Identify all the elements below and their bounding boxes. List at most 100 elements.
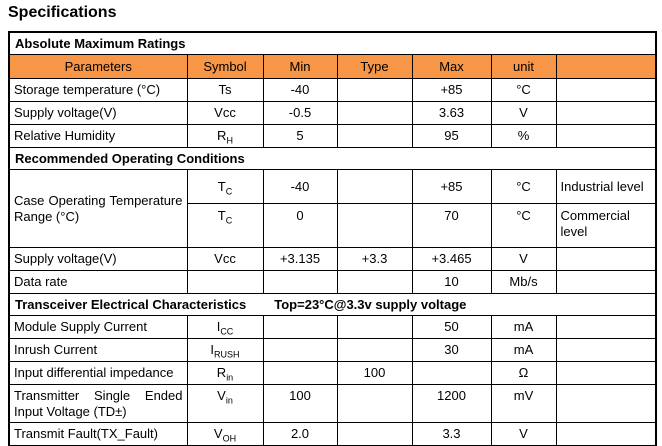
section-row-transceiver-electrical-characteristics: Transceiver Electrical Characteristics T… [8,293,657,316]
cell-parameter: Transmit Fault(TX_Fault) [8,422,188,446]
symbol-subscript: in [225,395,233,406]
cell-unit: mA [490,338,557,362]
cell-note: Industrial level [555,169,657,204]
cell-symbol: Vin [186,384,264,423]
cell-parameter: Data rate [8,270,188,294]
cell-unit: mV [490,384,557,423]
cell-min [262,361,338,385]
cell-parameter: Supply voltage(V) [8,247,188,271]
table-row-supply-voltage-rec: Supply voltage(V) Vcc +3.135 +3.3 +3.465… [8,247,657,271]
page-title: Specifications [8,4,117,21]
table-row-module-supply-current: Module Supply Current ICC 50 mA [8,315,657,339]
cell-unit: V [490,247,557,271]
cell-note [555,270,657,294]
column-header-row: Parameters Symbol Min Type Max unit [8,54,657,79]
cell-symbol: TC [186,203,264,248]
symbol-subscript: RUSH [214,349,240,360]
symbol-base: R [217,128,227,143]
symbol-base: Vcc [214,251,236,266]
cell-note [555,361,657,385]
cell-symbol: IRUSH [186,338,264,362]
cell-type [336,270,413,294]
cell-unit: % [490,124,557,148]
cell-max [411,361,492,385]
cell-unit: °C [490,169,557,204]
table-row-storage-temperature: Storage temperature (°C) Ts -40 +85 °C [8,78,657,102]
cell-max: 3.3 [411,422,492,446]
table-row-transmit-fault: Transmit Fault(TX_Fault) VOH 2.0 3.3 V [8,422,657,446]
cell-type [336,124,413,148]
table-row-case-temp-industrial: Case Operating Temperature Range (°C) TC… [8,169,657,248]
cell-parameter: Transmitter Single Ended Input Voltage (… [8,384,188,423]
symbol-subscript: C [225,215,233,226]
table-row-input-differential-impedance: Input differential impedance Rin 100 Ω [8,361,657,385]
table-row-supply-voltage-abs: Supply voltage(V) Vcc -0.5 3.63 V [8,101,657,125]
column-header-max: Max [411,54,492,79]
symbol-base: Ts [218,82,232,97]
cell-note [555,101,657,125]
cell-symbol [186,270,264,294]
column-header-parameters: Parameters [8,54,188,79]
table-row-inrush-current: Inrush Current IRUSH 30 mA [8,338,657,362]
cell-type [336,169,413,204]
cell-unit: °C [490,203,557,248]
symbol-base: V [217,388,226,403]
section-title: Transceiver Electrical Characteristics [15,296,247,312]
cell-symbol: RH [186,124,264,148]
cell-type: +3.3 [336,247,413,271]
cell-unit: V [490,422,557,446]
cell-unit: Mb/s [490,270,557,294]
cell-unit: mA [490,315,557,339]
cell-min: -40 [262,78,338,102]
cell-parameter: Relative Humidity [8,124,188,148]
symbol-subscript: CC [220,326,234,337]
section-condition: Top=23°C@3.3v supply voltage [274,296,467,312]
column-header-min: Min [262,54,338,79]
cell-type [336,422,413,446]
cell-note [555,124,657,148]
cell-type: 100 [336,361,413,385]
symbol-base: I [210,342,215,357]
cell-min: 5 [262,124,338,148]
cell-type [336,78,413,102]
section-cell: Transceiver Electrical Characteristics T… [8,293,657,316]
cell-min: 0 [262,203,338,248]
column-header-unit: unit [490,54,557,79]
section-title: Recommended Operating Conditions [8,147,657,170]
table-row-transmitter-single-ended: Transmitter Single Ended Input Voltage (… [8,384,657,423]
cell-note [555,78,657,102]
table-row-case-temp-commercial: TC 0 70 °C Commercial level [9,203,657,248]
symbol-base: T [217,178,226,194]
cell-unit: V [490,101,557,125]
cell-note [555,338,657,362]
symbol-subscript: H [226,135,233,146]
cell-max: 3.63 [411,101,492,125]
cell-max: +3.465 [411,247,492,271]
cell-max: 70 [411,203,492,248]
cell-max: +85 [411,169,492,204]
symbol-base: I [216,319,221,334]
symbol-subscript: C [225,186,233,197]
cell-parameter: Inrush Current [8,338,188,362]
section-title: Absolute Maximum Ratings [8,31,657,55]
cell-unit: Ω [490,361,557,385]
cell-max: 10 [411,270,492,294]
cell-type [336,315,413,339]
table-row-relative-humidity: Relative Humidity RH 5 95 % [8,124,657,148]
cell-max: +85 [411,78,492,102]
cell-symbol: Ts [186,78,264,102]
specifications-table: Absolute Maximum Ratings Parameters Symb… [8,31,658,446]
symbol-base: R [216,365,227,380]
symbol-subscript: OH [222,433,237,444]
cell-max: 1200 [411,384,492,423]
cell-min [262,338,338,362]
column-header-type: Type [336,54,413,79]
cell-symbol: Vcc [186,101,264,125]
column-header-note [555,54,657,79]
cell-max: 95 [411,124,492,148]
cell-unit: °C [490,78,557,102]
cell-min: 2.0 [262,422,338,446]
cell-note [555,315,657,339]
cell-symbol: Rin [186,361,264,385]
